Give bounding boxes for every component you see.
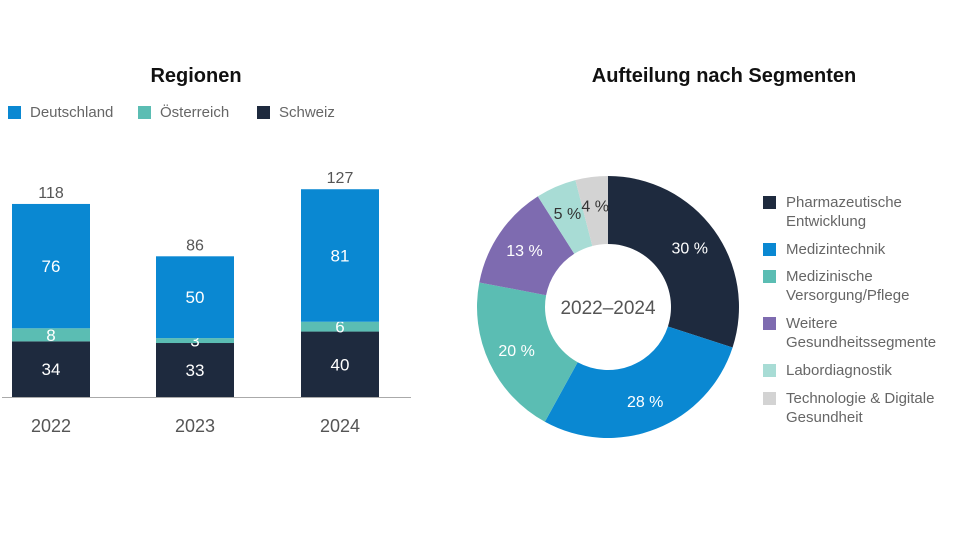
legend-item-österreich: Österreich — [138, 104, 229, 121]
donut-slice-label: 13 % — [506, 243, 542, 260]
bar-segment-schweiz — [156, 343, 234, 397]
legend-label: Deutschland — [30, 104, 114, 121]
x-tick-label: 2023 — [175, 416, 215, 436]
donut-slice — [477, 282, 578, 422]
donut-slice — [575, 176, 608, 246]
bar-segment-schweiz — [301, 331, 379, 397]
bar-total-label: 118 — [38, 185, 64, 202]
legend-swatch — [763, 392, 776, 405]
bar-data-label: 33 — [186, 361, 205, 380]
legend-item-deutschland: Deutschland — [8, 104, 113, 121]
donut-slice — [608, 176, 739, 348]
donut-center-label: 2022–2024 — [560, 298, 656, 319]
bar-segment-deutschland — [12, 203, 90, 329]
legend-label: Pharmazeutische Entwicklung — [786, 194, 902, 230]
donut-slice — [544, 326, 733, 438]
legend-swatch — [138, 106, 151, 119]
bar-segment-deutschland — [301, 189, 379, 322]
legend-label: Medizintechnik — [786, 241, 886, 258]
legend-label: Technologie & Digitale Gesundheit — [786, 390, 935, 426]
bar-data-label: 50 — [186, 288, 205, 307]
donut-chart-title: Aufteilung nach Segmenten — [591, 65, 857, 87]
x-tick-label: 2024 — [320, 416, 360, 436]
legend-swatch — [257, 106, 270, 119]
legend-swatch — [763, 364, 776, 377]
donut-slice-label: 30 % — [671, 241, 707, 258]
donut-slice-label: 28 % — [627, 394, 663, 411]
legend-label: Schweiz — [279, 104, 335, 121]
x-tick-label: 2022 — [31, 416, 71, 436]
donut-slice — [537, 180, 593, 254]
legend-swatch — [763, 317, 776, 330]
bar-segment-schweiz — [12, 341, 90, 397]
bar-segment-österreich — [301, 321, 379, 332]
donut-slice-label: 4 % — [581, 199, 609, 216]
bar-data-label: 81 — [331, 246, 350, 265]
bar-total-label: 86 — [186, 237, 204, 254]
bar-chart-title: Regionen — [150, 65, 242, 87]
legend-label: Medizinische Versorgung/Pflege — [786, 268, 910, 304]
legend-item-schweiz: Schweiz — [257, 104, 335, 121]
legend-label: Labordiagnostik — [786, 362, 892, 379]
donut-slice-label: 20 % — [498, 343, 534, 360]
legend-swatch — [763, 243, 776, 256]
donut-slice-label: 5 % — [554, 206, 582, 223]
bar-data-label: 40 — [331, 355, 350, 374]
bar-data-label: 34 — [42, 360, 61, 379]
bar-data-label: 8 — [46, 326, 55, 345]
legend-swatch — [763, 270, 776, 283]
bar-data-label: 76 — [42, 257, 61, 276]
donut-slice — [479, 196, 575, 296]
bar-segment-österreich — [156, 338, 234, 344]
legend-label: Österreich — [160, 104, 230, 121]
bar-segment-deutschland — [156, 256, 234, 339]
legend-swatch — [8, 106, 21, 119]
bar-segment-österreich — [12, 328, 90, 342]
bar-data-label: 6 — [335, 318, 344, 337]
bar-data-label: 3 — [190, 332, 199, 351]
legend-label: Weitere Gesundheitssegmente — [786, 315, 937, 351]
legend-swatch — [763, 196, 776, 209]
bar-total-label: 127 — [327, 170, 354, 187]
